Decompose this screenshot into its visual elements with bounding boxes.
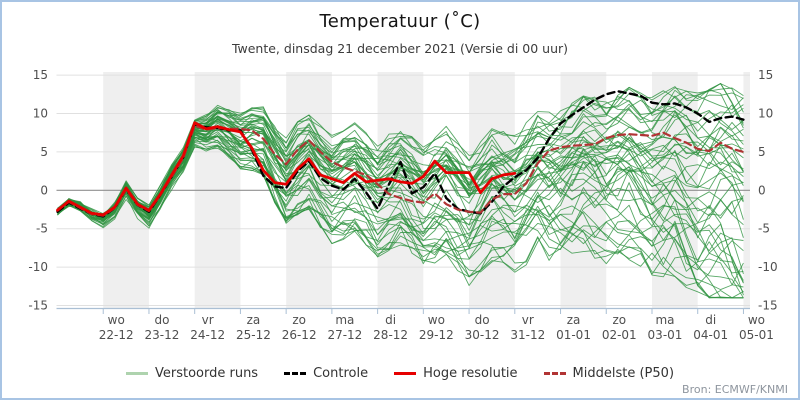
y-tick-label-left: 5 xyxy=(40,145,48,159)
legend-label: Hoge resolutie xyxy=(423,365,518,381)
legend-swatch-icon xyxy=(394,371,417,375)
x-tick-date: 01-01 xyxy=(556,328,591,342)
y-tick-label-left: -5 xyxy=(36,222,48,236)
x-tick-day: vr xyxy=(522,313,534,327)
x-tick-day: ma xyxy=(655,313,674,327)
legend-swatch-icon xyxy=(284,371,307,375)
x-tick-date: 22-12 xyxy=(99,328,134,342)
y-tick-label-right: 15 xyxy=(758,68,773,82)
ensemble-member-line xyxy=(57,113,744,238)
x-tick-date: 24-12 xyxy=(190,328,225,342)
y-tick-label-right: -15 xyxy=(758,299,778,313)
y-tick-label-right: -10 xyxy=(758,260,778,274)
legend-swatch-icon xyxy=(543,371,566,375)
legend-label: Controle xyxy=(313,365,369,381)
x-tick-day: do xyxy=(154,313,169,327)
x-tick-day: di xyxy=(385,313,396,327)
x-tick-date: 23-12 xyxy=(145,328,180,342)
x-tick-date: 02-01 xyxy=(602,328,637,342)
x-tick-day: wo xyxy=(108,313,125,327)
x-tick-day: wo xyxy=(748,313,765,327)
x-tick-day: za xyxy=(247,313,261,327)
ensemble-member-line xyxy=(57,145,744,281)
x-tick-day: vr xyxy=(202,313,214,327)
y-tick-label-right: 5 xyxy=(758,145,766,159)
x-tick-day: za xyxy=(567,313,581,327)
y-tick-label-right: 10 xyxy=(758,107,773,121)
x-tick-day: do xyxy=(475,313,490,327)
chart-title: Temperatuur (˚C) xyxy=(319,11,481,32)
legend-item-3: Middelste (P50) xyxy=(543,365,675,381)
x-tick-day: ma xyxy=(335,313,354,327)
y-tick-label-right: -5 xyxy=(758,222,770,236)
x-tick-date: 26-12 xyxy=(282,328,317,342)
x-tick-day: zo xyxy=(612,313,626,327)
x-tick-day: di xyxy=(705,313,716,327)
ensemble-member-line xyxy=(57,111,744,219)
x-tick-date: 28-12 xyxy=(373,328,408,342)
y-tick-label-left: -15 xyxy=(28,299,48,313)
chart-legend: Verstoorde runs Controle Hoge resolutie Mid… xyxy=(2,363,798,383)
y-tick-label-left: 0 xyxy=(40,183,48,197)
y-tick-label-right: 0 xyxy=(758,183,766,197)
x-tick-date: 29-12 xyxy=(419,328,454,342)
x-tick-date: 05-01 xyxy=(739,328,774,342)
ensemble-member-line xyxy=(57,114,744,246)
legend-label: Verstoorde runs xyxy=(154,365,259,381)
legend-label: Middelste (P50) xyxy=(572,365,675,381)
legend-item-0: Verstoorde runs xyxy=(125,365,259,381)
attribution: Bron: ECMWF/KNMI xyxy=(682,383,788,396)
x-tick-date: 25-12 xyxy=(236,328,271,342)
y-tick-label-left: -10 xyxy=(28,260,48,274)
legend-swatch-icon xyxy=(125,371,148,375)
x-tick-date: 27-12 xyxy=(327,328,362,342)
hoge-resolutie-line xyxy=(56,121,517,217)
y-tick-label-left: 10 xyxy=(33,107,48,121)
x-tick-date: 30-12 xyxy=(465,328,500,342)
ensemble-member-line xyxy=(57,88,744,217)
ensemble-member-line xyxy=(57,109,744,220)
ensemble-member-line xyxy=(57,144,744,288)
legend-item-2: Hoge resolutie xyxy=(394,365,518,381)
ensemble-member-line xyxy=(57,131,744,293)
x-tick-day: zo xyxy=(292,313,306,327)
ensemble-member-line xyxy=(57,125,744,226)
legend-item-1: Controle xyxy=(284,366,368,381)
x-tick-day: wo xyxy=(428,313,445,327)
y-tick-label-left: 15 xyxy=(33,68,48,82)
x-tick-date: 03-01 xyxy=(648,328,683,342)
ensemble-member-line xyxy=(57,134,744,291)
x-tick-date: 04-01 xyxy=(693,328,728,342)
x-tick-date: 31-12 xyxy=(510,328,545,342)
chart-subtitle: Twente, dinsdag 21 december 2021 (Versie… xyxy=(231,41,569,56)
